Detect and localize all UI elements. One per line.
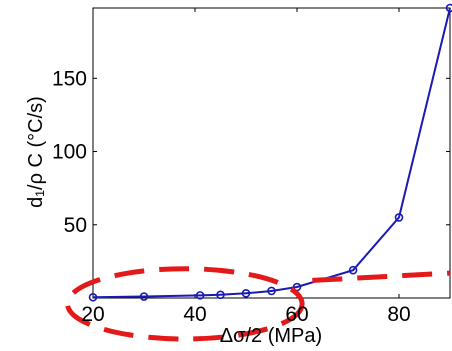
- y-tick-label: 150: [52, 67, 87, 90]
- annotation-overlay: [65, 266, 451, 342]
- y-axis-title: d₁/ρ C (°C/s): [25, 96, 47, 208]
- x-tick-labels: 20 40 60 80: [81, 303, 410, 326]
- data-point: [445, 3, 452, 13]
- data-point: [195, 291, 205, 300]
- x-axis-title: Δσ/2 (MPa): [220, 325, 322, 347]
- x-tick-label: 80: [387, 303, 410, 326]
- data-point: [88, 292, 98, 302]
- x-tick-label: 40: [183, 303, 206, 326]
- plot-area-frame: [92, 7, 451, 299]
- data-point: [348, 265, 358, 275]
- data-point: [394, 213, 404, 222]
- data-point: [267, 286, 276, 296]
- y-tick-labels: 50 100 150: [52, 67, 87, 236]
- data-point: [241, 289, 251, 298]
- series-line: [92, 7, 451, 299]
- y-tick-label: 50: [64, 214, 87, 237]
- x-tick-label: 60: [285, 303, 308, 326]
- x-tick-label: 20: [81, 303, 104, 326]
- highlight-dashed-line: [312, 270, 451, 283]
- y-tick-label: 100: [52, 141, 87, 164]
- data-point: [139, 292, 149, 301]
- data-point: [216, 290, 225, 300]
- highlight-ellipse: [65, 266, 305, 342]
- data-series: [88, 3, 452, 302]
